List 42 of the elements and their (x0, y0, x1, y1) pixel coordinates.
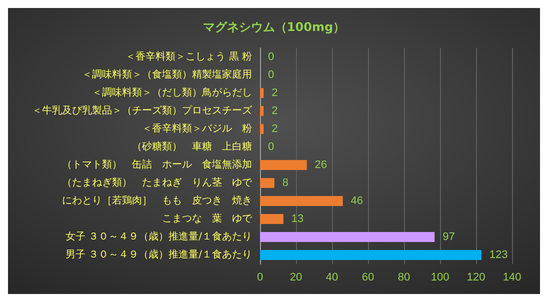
bar (260, 196, 343, 206)
data-label: 2 (272, 87, 278, 99)
data-label: 97 (442, 231, 455, 243)
chart-title: マグネシウム（100mg） (202, 20, 346, 34)
y-tick-label: （砂糖類） 車糖 上白糖 (132, 140, 252, 152)
y-tick-label: 女子 ３０～４９（歳）推進量/１食あたり (65, 230, 252, 242)
y-tick-label: ＜香辛料類＞こしょう 黒 粉 (126, 50, 252, 62)
bar (260, 106, 264, 116)
data-label: 0 (268, 51, 274, 63)
x-tick-label: 0 (256, 272, 264, 284)
data-label: 0 (268, 69, 274, 81)
data-label: 123 (489, 249, 508, 261)
data-label: 26 (314, 159, 328, 171)
bar (260, 214, 284, 224)
x-tick-label: 100 (430, 272, 450, 284)
y-tick-label: 男子 ３０～４９（歳）推進量/１食あたり (65, 248, 252, 260)
x-tick-label: 40 (326, 272, 338, 284)
bar (260, 160, 307, 170)
y-tick-label: ＜香辛料類＞バジル 粉 (142, 122, 252, 134)
data-label: 2 (272, 105, 278, 117)
data-label: 46 (350, 195, 364, 207)
y-tick-label: ＜牛乳及び乳製品＞（チーズ類）プロセスチーズ (32, 104, 253, 116)
x-tick-label: 120 (466, 272, 486, 284)
bar (260, 178, 274, 188)
x-tick-label: 20 (290, 272, 302, 284)
data-label: 2 (272, 123, 278, 135)
bar (260, 124, 264, 134)
y-tick-label: （たまねぎ類） たまねぎ りん茎 ゆで (62, 176, 253, 188)
bar (260, 88, 264, 98)
x-tick-label: 140 (502, 272, 522, 284)
y-tick-label: こまつな 葉 ゆで (162, 212, 253, 224)
y-tick-label: ＜調味料類＞（だし類）鳥がらだし (92, 86, 252, 98)
bar (260, 250, 482, 260)
y-tick-label: ＜調味料類＞（食塩類）精製塩家庭用 (82, 68, 252, 80)
bar (260, 232, 435, 242)
data-label: 13 (291, 213, 304, 225)
data-label: 8 (282, 177, 289, 189)
y-tick-label: （トマト類） 缶詰 ホール 食塩無添加 (62, 158, 252, 170)
x-tick-label: 80 (398, 272, 410, 284)
y-tick-label: にわとり［若鶏肉］ もも 皮つき 焼き (62, 194, 252, 206)
data-label: 0 (268, 141, 274, 153)
x-tick-label: 60 (362, 272, 374, 284)
